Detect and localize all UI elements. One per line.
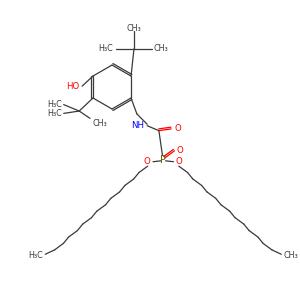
- Text: P: P: [160, 155, 166, 165]
- Text: O: O: [176, 157, 183, 166]
- Text: H₃C: H₃C: [47, 110, 61, 118]
- Text: CH₃: CH₃: [154, 44, 168, 53]
- Text: CH₃: CH₃: [92, 119, 107, 128]
- Text: H₃C: H₃C: [99, 44, 113, 53]
- Text: O: O: [174, 124, 181, 134]
- Text: CH₃: CH₃: [283, 251, 298, 260]
- Text: H₃C: H₃C: [29, 251, 44, 260]
- Text: O: O: [144, 157, 151, 166]
- Text: HO: HO: [66, 82, 79, 91]
- Text: CH₃: CH₃: [127, 24, 141, 33]
- Text: H₃C: H₃C: [47, 100, 61, 109]
- Text: NH: NH: [130, 121, 144, 130]
- Text: O: O: [177, 146, 184, 155]
